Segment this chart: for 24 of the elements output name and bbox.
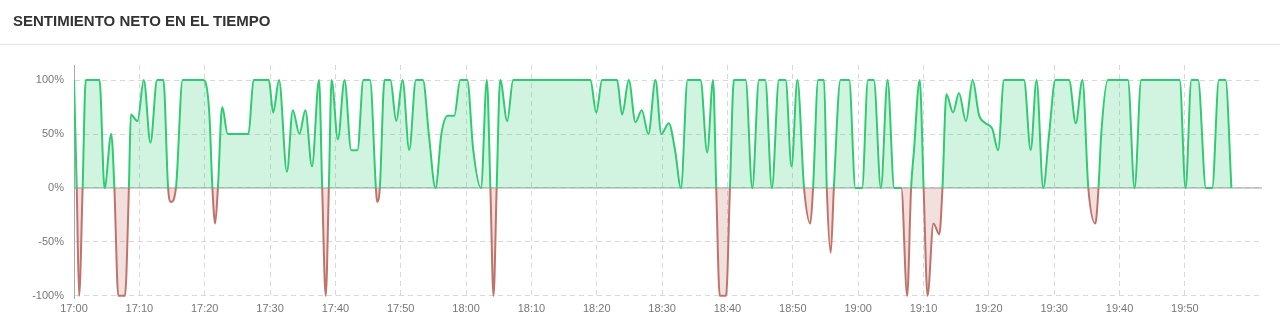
y-tick-label: 50%	[41, 127, 65, 140]
y-tick-label: 0%	[48, 181, 65, 193]
x-tick-label: 17:50	[386, 301, 415, 314]
y-tick-label: -50%	[38, 234, 65, 247]
x-tick-label: 19:20	[975, 301, 1003, 314]
x-tick-label: 18:10	[517, 301, 546, 314]
x-tick-label: 19:10	[909, 301, 938, 314]
x-tick-label: 18:20	[582, 301, 611, 314]
x-tick-label: 19:50	[1171, 301, 1199, 314]
x-tick-label: 19:00	[844, 301, 872, 314]
x-tick-label: 17:10	[125, 301, 154, 314]
x-tick-label: 19:40	[1105, 301, 1134, 314]
y-tick-label: 100%	[35, 73, 65, 86]
chart-title: SENTIMIENTO NETO EN EL TIEMPO	[13, 12, 271, 29]
x-tick-label: 17:40	[321, 301, 350, 314]
x-tick-label: 17:20	[190, 301, 219, 314]
y-tick-label: -100%	[32, 288, 65, 301]
x-tick-label: 17:30	[256, 301, 284, 314]
x-tick-label: 19:30	[1040, 301, 1068, 314]
x-tick-label: 18:30	[648, 301, 676, 314]
x-tick-label: 18:00	[452, 301, 480, 314]
x-tick-label: 18:50	[779, 301, 807, 314]
x-tick-label: 17:00	[60, 301, 88, 314]
x-tick-label: 18:40	[713, 301, 742, 314]
